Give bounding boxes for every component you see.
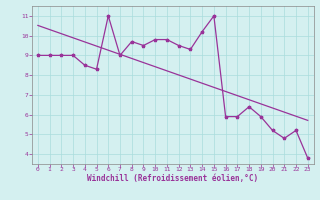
- X-axis label: Windchill (Refroidissement éolien,°C): Windchill (Refroidissement éolien,°C): [87, 174, 258, 183]
